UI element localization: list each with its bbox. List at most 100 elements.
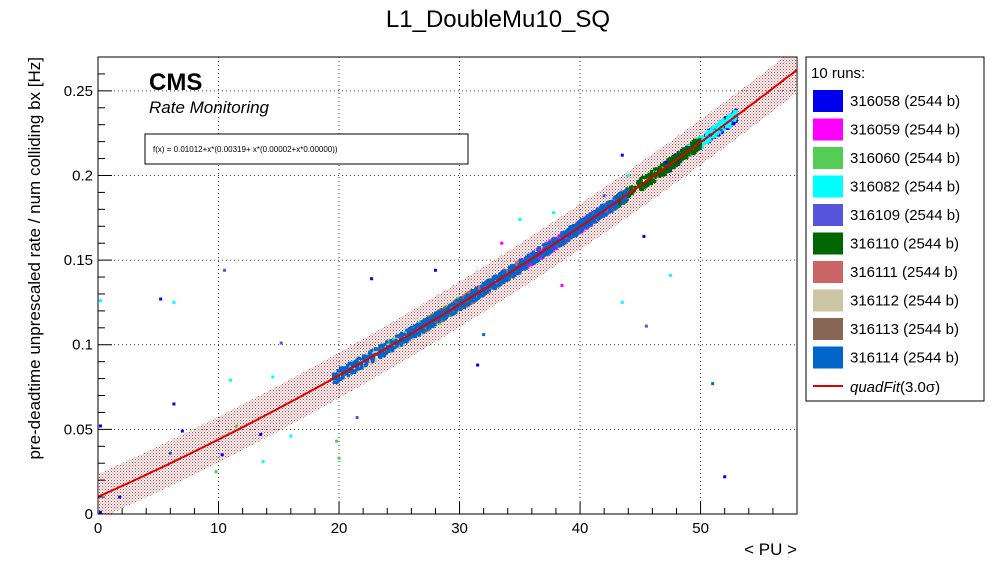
data-point [579,228,583,232]
data-point [689,145,693,149]
data-point [336,369,340,373]
fit-curve [98,69,797,498]
data-point [592,219,596,223]
data-point [399,340,403,344]
data-point [526,261,530,265]
data-point [431,314,435,318]
data-point [546,249,550,253]
data-point [391,340,395,344]
data-point [558,243,562,247]
data-point [601,203,605,207]
data-point [544,252,548,256]
data-point [381,345,385,349]
data-point [620,199,624,203]
data-point [623,196,627,200]
data-point [477,285,481,289]
data-point [705,138,709,142]
outlier-point [644,324,648,328]
outlier-point [552,211,556,215]
data-point [547,240,551,244]
data-point [618,191,622,195]
data-point [724,116,728,120]
data-point [630,185,634,189]
data-point [508,268,512,272]
data-point [516,260,520,264]
outlier-point [271,375,275,379]
data-point [477,288,481,292]
legend-swatch [813,175,843,198]
data-point [340,370,344,374]
legend-label: 316110 (2544 b) [850,236,959,253]
chart-title: L1_DoubleMu10_SQ [386,6,610,33]
data-point [716,123,720,127]
outlier-point [642,234,646,238]
data-point [700,137,704,141]
data-point [732,112,736,116]
data-point [454,310,458,314]
data-point [629,188,633,192]
data-point [551,249,555,253]
data-point [377,347,381,351]
data-point [524,258,528,262]
data-point [597,217,601,221]
data-point [339,377,343,381]
data-point [631,190,635,194]
data-point [706,129,710,133]
outlier-point [335,439,339,443]
data-point [367,351,371,355]
data-point [643,182,647,186]
data-point [644,174,648,178]
data-point [393,346,397,350]
data-point [448,306,452,310]
legend-swatch [813,261,843,283]
data-point [378,356,382,360]
data-point [501,269,505,273]
data-point [519,267,523,271]
data-point [483,290,487,294]
data-point [615,201,619,205]
data-point [663,171,667,175]
data-point [551,237,555,241]
data-point [653,179,657,183]
legend-label: 316114 (2544 b) [850,350,959,367]
data-point [596,218,600,222]
data-point [716,129,720,133]
data-point [459,308,463,312]
data-point [664,160,668,164]
data-point [429,317,433,321]
data-point [581,221,585,225]
data-point [519,261,523,265]
outlier-point [289,434,293,438]
data-point [621,201,625,205]
data-point [633,185,637,189]
data-point [642,175,646,179]
legend-swatch [813,118,843,141]
data-point [509,274,513,278]
data-point [426,327,430,331]
data-point [467,294,471,298]
data-point [450,313,454,317]
data-point [534,252,538,256]
data-point [473,296,477,300]
data-point [461,297,465,301]
data-point [622,199,626,203]
data-point [570,232,574,236]
data-point [680,157,684,161]
data-point [525,266,529,270]
data-point [443,314,447,318]
data-point [727,114,731,118]
data-point [609,207,613,211]
data-point [367,361,371,365]
y-tick-label: 0.05 [64,421,93,438]
data-point [603,212,607,216]
x-axis-title: < PU > [744,540,797,559]
data-point [419,328,423,332]
data-point [431,320,435,324]
outlier-point [711,382,715,386]
data-point [691,140,695,144]
outlier-point [602,194,606,198]
data-point [667,167,671,171]
data-point [606,211,610,215]
data-point [441,315,445,319]
data-point [360,366,364,370]
